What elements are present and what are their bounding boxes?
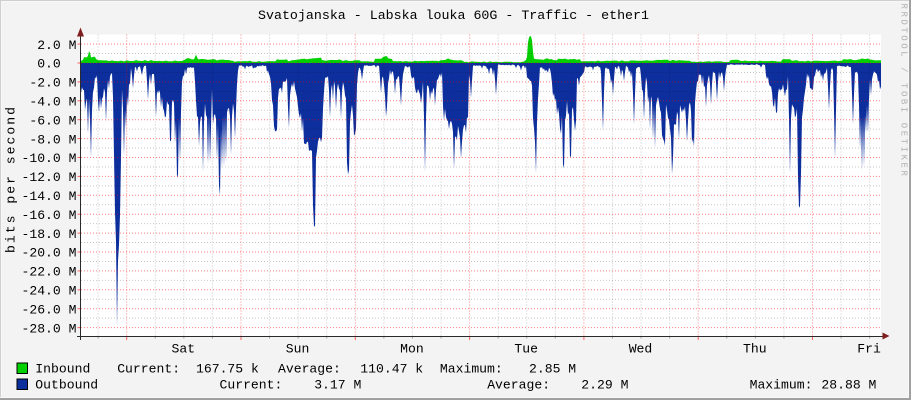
svg-text:Sat: Sat (172, 342, 196, 357)
svg-text:-22.0 M: -22.0 M (21, 265, 76, 280)
svg-text:-2.0 M: -2.0 M (29, 76, 76, 91)
svg-text:-24.0 M: -24.0 M (21, 284, 76, 299)
svg-text:Maximum:: Maximum: (750, 378, 813, 393)
svg-text:Svatojanska - Labska louka 60G: Svatojanska - Labska louka 60G - Traffic… (258, 8, 649, 23)
svg-text:-6.0 M: -6.0 M (29, 113, 76, 128)
svg-text:Current:: Current: (220, 378, 283, 393)
svg-text:0.0: 0.0 (37, 57, 76, 72)
svg-text:28.88 M: 28.88 M (821, 378, 876, 393)
svg-text:167.75 k: 167.75 k (196, 362, 259, 377)
svg-text:-18.0 M: -18.0 M (21, 227, 76, 242)
svg-text:-28.0 M: -28.0 M (21, 321, 76, 336)
svg-text:-10.0 M: -10.0 M (21, 151, 76, 166)
svg-text:-12.0 M: -12.0 M (21, 170, 76, 185)
svg-text:Wed: Wed (629, 342, 653, 357)
svg-text:Inbound: Inbound (35, 362, 90, 377)
svg-text:110.47 k: 110.47 k (360, 362, 423, 377)
svg-text:2.29 M: 2.29 M (581, 378, 628, 393)
svg-text:Thu: Thu (743, 342, 767, 357)
svg-text:-16.0 M: -16.0 M (21, 208, 76, 223)
svg-text:-26.0 M: -26.0 M (21, 302, 76, 317)
svg-text:-4.0 M: -4.0 M (29, 95, 76, 110)
svg-text:Average:: Average: (278, 362, 341, 377)
svg-text:Maximum:: Maximum: (440, 362, 503, 377)
svg-text:bits per second: bits per second (4, 105, 19, 253)
svg-text:Tue: Tue (514, 342, 538, 357)
svg-text:-20.0 M: -20.0 M (21, 246, 76, 261)
svg-text:Sun: Sun (286, 342, 310, 357)
svg-text:2.0 M: 2.0 M (37, 38, 76, 53)
svg-text:-14.0 M: -14.0 M (21, 189, 76, 204)
svg-text:-8.0 M: -8.0 M (29, 132, 76, 147)
svg-text:Average:: Average: (487, 378, 550, 393)
svg-text:Mon: Mon (400, 342, 424, 357)
svg-text:Outbound: Outbound (35, 378, 98, 393)
svg-text:3.17 M: 3.17 M (314, 378, 361, 393)
svg-text:RRDTOOL / TOBI OETIKER: RRDTOOL / TOBI OETIKER (899, 4, 909, 179)
svg-text:Fri: Fri (857, 342, 881, 357)
svg-text:2.85 M: 2.85 M (529, 362, 576, 377)
svg-text:Current:: Current: (117, 362, 180, 377)
